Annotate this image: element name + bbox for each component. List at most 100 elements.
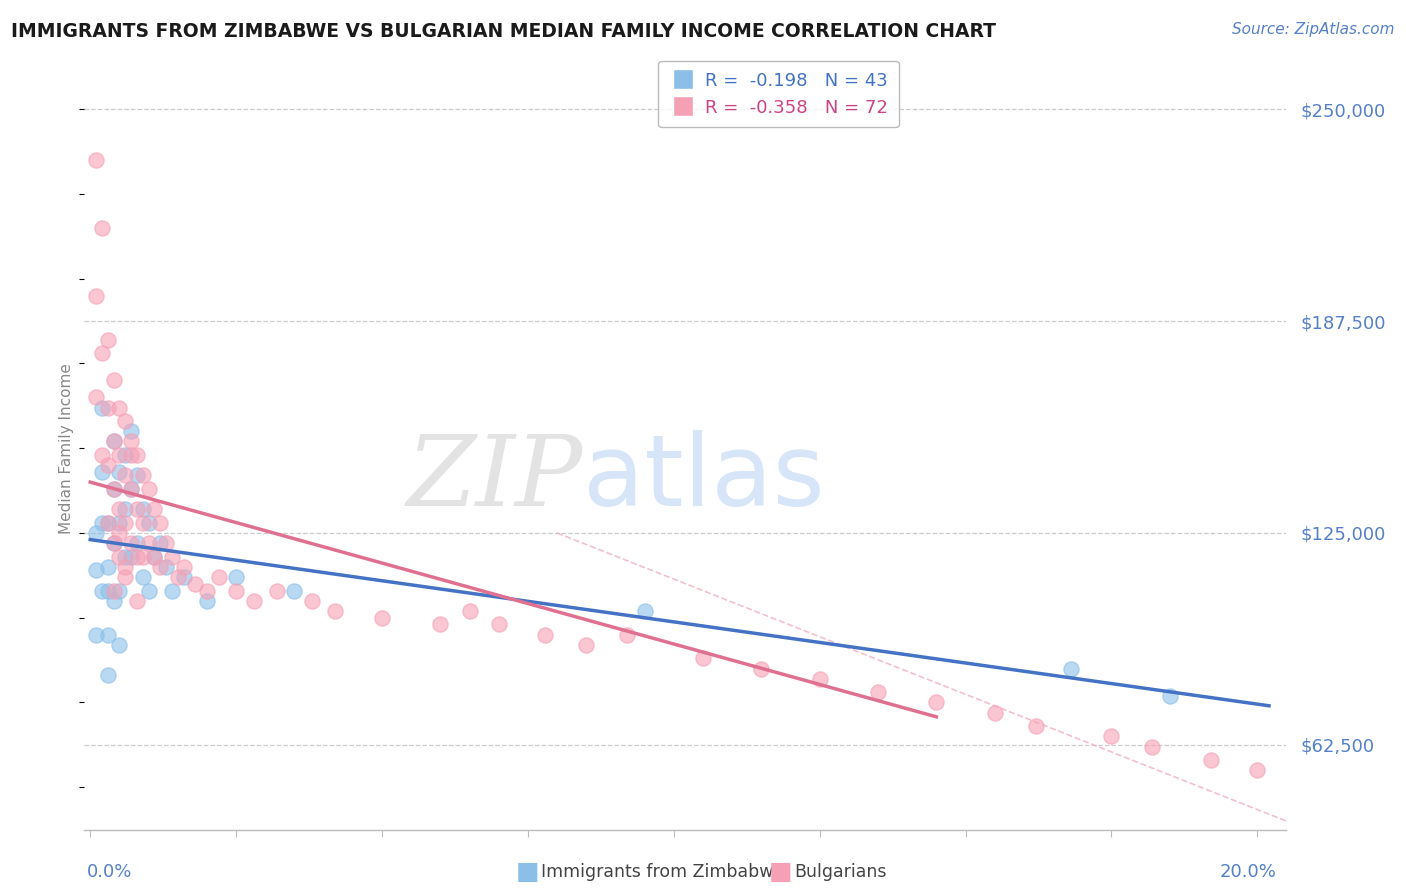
Point: [103, 536, 125, 550]
Text: 20.0%: 20.0%: [1220, 863, 1277, 881]
Point: [108, 401, 131, 415]
Point: [155, 560, 177, 574]
Point: [132, 502, 155, 516]
Point: [283, 583, 305, 598]
Point: [103, 594, 125, 608]
Point: [184, 577, 207, 591]
Point: [143, 549, 166, 564]
Point: [108, 526, 131, 541]
Point: [166, 570, 188, 584]
Text: ■: ■: [516, 861, 538, 884]
Point: [242, 594, 264, 608]
Point: [90, 448, 112, 462]
Point: [114, 448, 136, 462]
Point: [125, 468, 148, 483]
Point: [225, 583, 247, 598]
Point: [149, 536, 172, 550]
Point: [114, 502, 136, 516]
Point: [160, 549, 183, 564]
Point: [143, 549, 166, 564]
Point: [97, 560, 120, 574]
Point: [983, 706, 1005, 720]
Point: [225, 570, 247, 584]
Point: [207, 570, 229, 584]
Point: [808, 672, 831, 686]
Point: [195, 594, 218, 608]
Point: [125, 549, 148, 564]
Point: [266, 583, 288, 598]
Point: [749, 662, 772, 676]
Point: [97, 583, 120, 598]
Point: [90, 401, 112, 415]
Point: [97, 628, 120, 642]
Point: [103, 536, 125, 550]
Text: IMMIGRANTS FROM ZIMBABWE VS BULGARIAN MEDIAN FAMILY INCOME CORRELATION CHART: IMMIGRANTS FROM ZIMBABWE VS BULGARIAN ME…: [11, 22, 997, 41]
Point: [534, 628, 557, 642]
Point: [84, 289, 107, 303]
Point: [149, 516, 172, 530]
Point: [114, 516, 136, 530]
Point: [103, 482, 125, 496]
Point: [84, 563, 107, 577]
Point: [143, 502, 166, 516]
Point: [114, 414, 136, 428]
Point: [84, 526, 107, 541]
Point: [108, 448, 131, 462]
Point: [429, 617, 451, 632]
Text: atlas: atlas: [583, 430, 825, 527]
Point: [138, 516, 160, 530]
Point: [108, 638, 131, 652]
Point: [90, 346, 112, 360]
Point: [1099, 730, 1122, 744]
Point: [132, 516, 155, 530]
Point: [97, 516, 120, 530]
Point: [1059, 662, 1081, 676]
Point: [97, 458, 120, 473]
Point: [114, 570, 136, 584]
Point: [97, 333, 120, 347]
Point: [173, 560, 195, 574]
Point: [103, 583, 125, 598]
Point: [114, 560, 136, 574]
Point: [84, 628, 107, 642]
Point: [84, 391, 107, 405]
Point: [125, 448, 148, 462]
Point: [149, 560, 172, 574]
Point: [1025, 719, 1047, 733]
Point: [114, 549, 136, 564]
Point: [103, 373, 125, 387]
Point: [108, 502, 131, 516]
Text: Immigrants from Zimbabwe: Immigrants from Zimbabwe: [541, 863, 785, 881]
Point: [103, 434, 125, 449]
Point: [925, 696, 948, 710]
Point: [97, 668, 120, 682]
Point: [1199, 753, 1222, 767]
Point: [155, 536, 177, 550]
Point: [633, 604, 655, 618]
Point: [125, 594, 148, 608]
Point: [323, 604, 346, 618]
Point: [1246, 764, 1268, 778]
Y-axis label: Median Family Income: Median Family Income: [59, 363, 75, 533]
Legend: R =  -0.198   N = 43, R =  -0.358   N = 72: R = -0.198 N = 43, R = -0.358 N = 72: [658, 61, 898, 128]
Point: [84, 153, 107, 168]
Point: [138, 482, 160, 496]
Point: [616, 628, 638, 642]
Point: [1159, 689, 1181, 703]
Point: [108, 516, 131, 530]
Point: [692, 651, 714, 665]
Point: [458, 604, 481, 618]
Point: [90, 583, 112, 598]
Point: [120, 434, 142, 449]
Point: [114, 468, 136, 483]
Point: [97, 516, 120, 530]
Text: Bulgarians: Bulgarians: [794, 863, 887, 881]
Point: [138, 583, 160, 598]
Point: [488, 617, 510, 632]
Point: [120, 448, 142, 462]
Text: ZIP: ZIP: [406, 431, 583, 526]
Point: [120, 536, 142, 550]
Point: [120, 482, 142, 496]
Point: [120, 549, 142, 564]
Point: [160, 583, 183, 598]
